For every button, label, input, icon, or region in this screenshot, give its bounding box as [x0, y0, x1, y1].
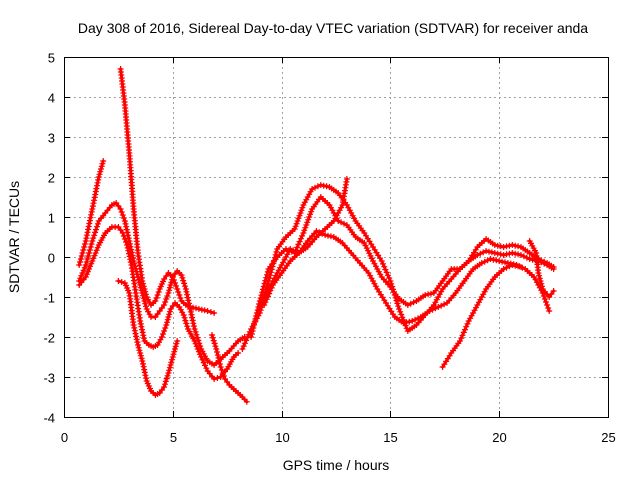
series-markers [209, 332, 250, 405]
x-tick-label: 20 [492, 430, 506, 445]
series-track-2 [76, 200, 248, 368]
series-markers [439, 262, 524, 370]
series-track-3 [76, 224, 242, 382]
x-tick-label: 0 [61, 430, 68, 445]
series-markers [76, 158, 107, 268]
y-tick-label: -3 [43, 371, 55, 386]
series-markers [261, 176, 350, 308]
series-track-6 [209, 332, 250, 405]
data-series [76, 66, 557, 405]
x-tick-label: 25 [601, 430, 615, 445]
chart-title: Day 308 of 2016, Sidereal Day-to-day VTE… [78, 20, 588, 36]
y-tick-label: -2 [43, 331, 55, 346]
y-tick-label: -1 [43, 291, 55, 306]
y-tick-label: 5 [48, 51, 55, 66]
series-markers [76, 200, 248, 368]
axis-ticks [64, 57, 609, 418]
y-tick-label: 0 [48, 251, 55, 266]
series-trace [77, 225, 240, 381]
series-track-1 [76, 158, 107, 268]
series-markers [115, 278, 181, 398]
series-markers [526, 238, 557, 300]
y-tick-labels: -4 -3 -2 -1 0 1 2 3 4 5 [43, 51, 55, 426]
series-markers [117, 66, 218, 316]
y-tick-label: 3 [48, 131, 55, 146]
x-tick-label: 5 [170, 430, 177, 445]
y-tick-label: 4 [48, 91, 55, 106]
series-track-12 [526, 238, 557, 300]
x-axis-label: GPS time / hours [283, 457, 390, 473]
y-tick-label: -4 [43, 411, 55, 426]
x-tick-labels: 0 5 10 15 20 25 [61, 430, 616, 445]
plot-frame [64, 57, 609, 418]
x-tick-label: 10 [275, 430, 289, 445]
series-track-11 [439, 262, 524, 370]
y-axis-label: SDTVAR / TECUs [6, 181, 22, 293]
series-trace [441, 263, 523, 369]
y-tick-label: 2 [48, 171, 55, 186]
series-track-5 [115, 278, 181, 398]
y-tick-label: 1 [48, 211, 55, 226]
series-track-8 [248, 194, 557, 340]
series-markers [76, 224, 242, 382]
series-track-10 [261, 176, 350, 308]
x-tick-label: 15 [383, 430, 397, 445]
series-track-7 [239, 182, 557, 352]
series-track-4 [117, 66, 218, 316]
